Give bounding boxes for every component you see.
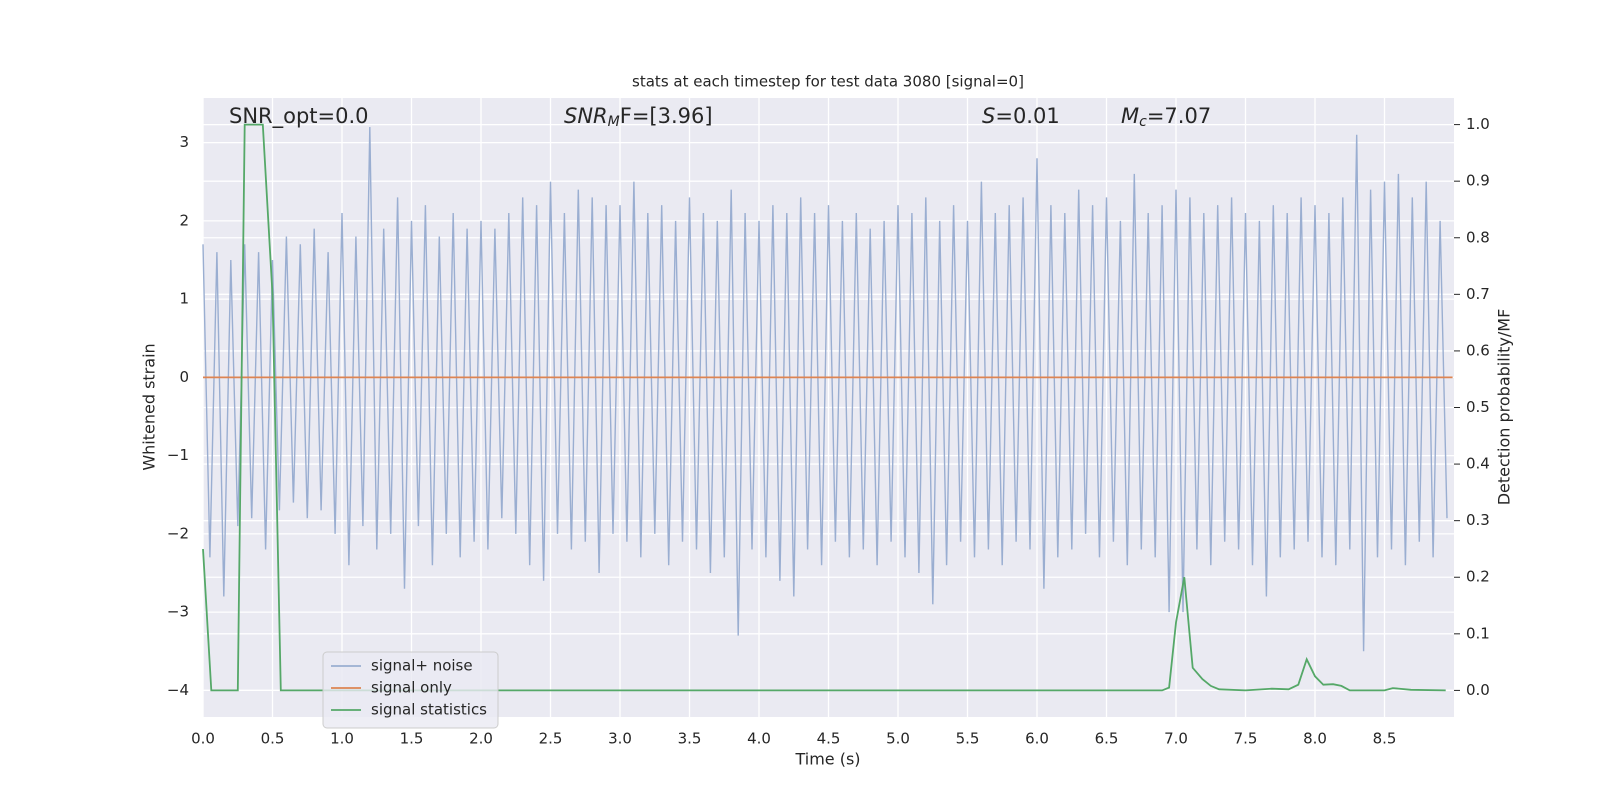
x-tick-label: 7.5 <box>1234 730 1258 748</box>
x-tick-label: 8.5 <box>1373 730 1397 748</box>
x-tick-label: 3.5 <box>678 730 702 748</box>
y2-tick-label: 0.7 <box>1466 285 1490 303</box>
x-tick-label: 1.5 <box>400 730 424 748</box>
y-tick-label: −3 <box>167 603 189 621</box>
x-tick-label: 5.5 <box>956 730 980 748</box>
series-line <box>202 123 1446 692</box>
y-tick-label: 2 <box>179 211 189 229</box>
annotation: S=0.01 <box>982 104 1060 128</box>
legend-label: signal statistics <box>371 701 487 719</box>
legend-box <box>322 651 499 729</box>
annotation-part: c <box>1139 114 1147 130</box>
x-tick-label: 2.5 <box>539 730 563 748</box>
annotation-part: S <box>982 104 995 128</box>
y2-axis-label: Detection probability/MF <box>1495 309 1514 506</box>
y2-tick-label: 0.3 <box>1466 511 1490 529</box>
legend-label: signal+ noise <box>371 657 473 675</box>
annotation: SNRMF=[3.96] <box>564 104 713 130</box>
y2-tick-label: 0.6 <box>1466 341 1490 359</box>
annotation: Mc=7.07 <box>1121 104 1211 130</box>
y-tick-label: −1 <box>167 446 189 464</box>
x-tick-label: 0.0 <box>191 730 215 748</box>
x-tick-label: 8.0 <box>1303 730 1327 748</box>
annotation-part: =7.07 <box>1147 104 1211 128</box>
annotation: SNR_opt=0.0 <box>229 104 369 129</box>
y-tick-label: 1 <box>179 290 189 308</box>
x-tick-label: 2.0 <box>469 730 493 748</box>
series-line <box>202 126 1448 652</box>
x-tick-label: 0.5 <box>261 730 285 748</box>
y2-tick-label: 0.4 <box>1466 455 1490 473</box>
y2-tick-label: 0.8 <box>1466 228 1490 246</box>
annotation-part: M <box>608 114 620 130</box>
y-tick-label: −4 <box>167 681 189 699</box>
annotation-part: =0.01 <box>995 104 1059 128</box>
y2-tick-label: 0.9 <box>1466 172 1490 190</box>
y-tick-label: −2 <box>167 524 189 542</box>
legend-label: signal only <box>371 679 452 697</box>
annotation-part: SNR_opt=0.0 <box>229 104 369 129</box>
x-tick-label: 3.0 <box>608 730 632 748</box>
x-tick-label: 1.0 <box>330 730 354 748</box>
x-tick-label: 5.0 <box>886 730 910 748</box>
x-axis-label: Time (s) <box>794 750 860 769</box>
x-tick-label: 4.0 <box>747 730 771 748</box>
x-tick-label: 6.0 <box>1025 730 1049 748</box>
y2-tick-label: 1.0 <box>1466 115 1490 133</box>
marks <box>202 123 1453 692</box>
y-axis-label: Whitened strain <box>140 343 159 470</box>
y2-tick-label: 0.5 <box>1466 398 1490 416</box>
legend: signal+ noise signal only signal statistic… <box>322 651 499 729</box>
annotation-part: F=[3.96] <box>620 104 713 128</box>
y2-tick-label: 0.2 <box>1466 568 1490 586</box>
y2-tick-label: 0.1 <box>1466 624 1490 642</box>
annotation-part: SNR <box>564 104 608 128</box>
annotation-part: M <box>1121 104 1139 128</box>
x-tick-label: 6.5 <box>1095 730 1119 748</box>
y-tick-label: 0 <box>179 368 189 386</box>
x-tick-label: 7.0 <box>1164 730 1188 748</box>
x-tick-label: 4.5 <box>817 730 841 748</box>
labels: 0.0 0.5 1.0 1.5 2.0 2.5 3.0 3.5 4.0 4.5 5.0 5.5 6.0 6… <box>167 104 1490 748</box>
y-tick-label: 3 <box>179 133 189 151</box>
chart-title: stats at each timestep for test data 308… <box>632 73 1024 91</box>
y2-tick-label: 0.0 <box>1466 681 1490 699</box>
